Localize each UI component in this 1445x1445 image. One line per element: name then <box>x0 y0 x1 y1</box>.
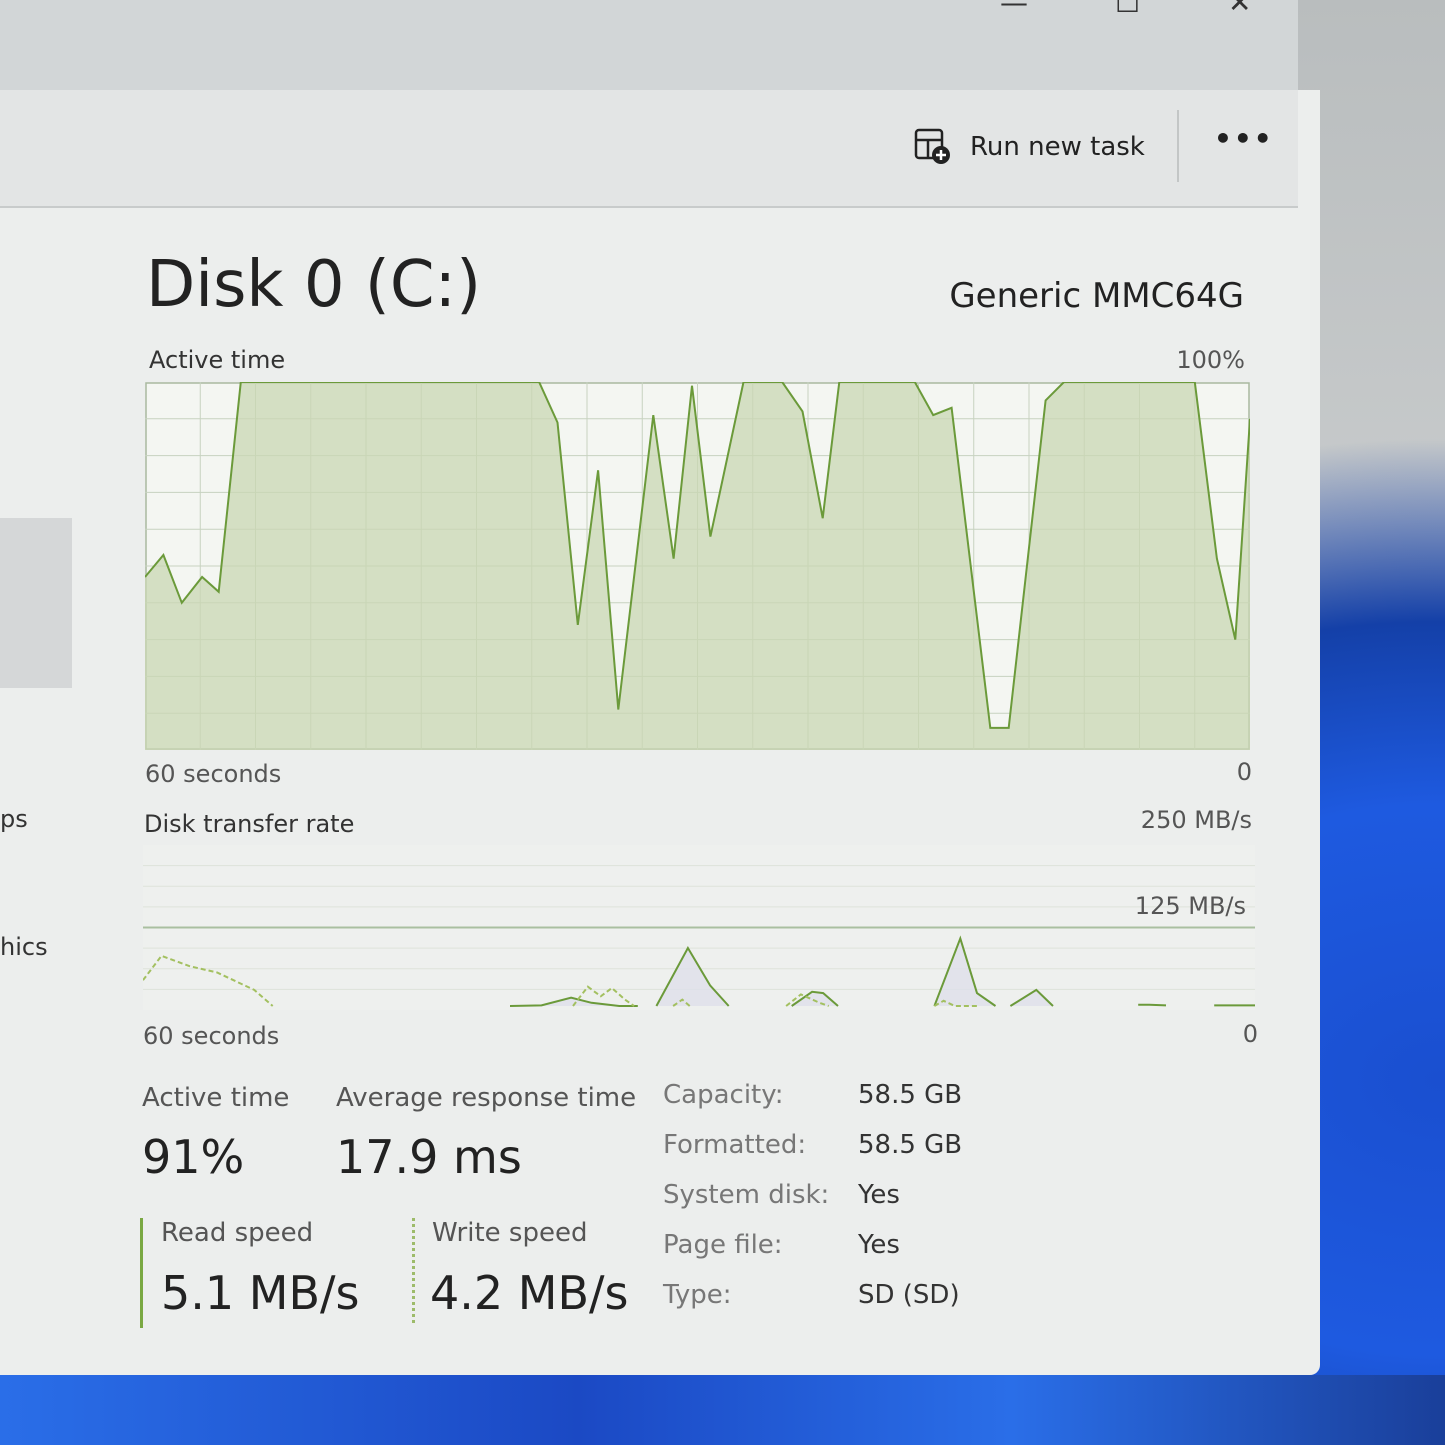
write-speed-line <box>672 998 691 1007</box>
read-speed-area <box>934 938 996 1006</box>
write-speed-label: Write speed <box>432 1218 588 1248</box>
write-speed-line <box>933 999 977 1007</box>
active-time-max-label: 100% <box>1176 346 1245 374</box>
wallpaper-bottom <box>0 1375 1445 1445</box>
toolbar: Run new task ••• <box>0 90 1298 208</box>
property-key: Formatted: <box>663 1130 807 1160</box>
more-options-button[interactable]: ••• <box>1214 122 1274 155</box>
sidebar-selected-item[interactable] <box>0 518 72 688</box>
write-speed-value: 4.2 MB/s <box>430 1266 629 1320</box>
property-value: 58.5 GB <box>858 1080 963 1110</box>
run-new-task-button[interactable]: Run new task <box>914 128 1145 166</box>
disk-model: Generic MMC64G <box>949 276 1244 316</box>
avg-response-value: 17.9 ms <box>336 1130 522 1184</box>
active-time-chart-title: Active time <box>149 346 286 374</box>
read-speed-line <box>1009 988 1054 1007</box>
active-time-area <box>145 382 1250 750</box>
transfer-rate-xmin-label: 60 seconds <box>143 1022 280 1050</box>
active-time-xmin-label: 60 seconds <box>145 760 282 788</box>
read-speed-area <box>656 948 729 1006</box>
read-speed-area <box>510 997 638 1006</box>
property-key: Page file: <box>663 1230 783 1260</box>
read-speed-line <box>655 945 730 1007</box>
write-speed-line <box>785 993 830 1007</box>
read-speed-line <box>1138 1003 1167 1007</box>
sidebar-item-partial[interactable]: ps <box>0 805 28 833</box>
read-speed-area <box>791 991 838 1006</box>
run-task-icon <box>914 128 950 164</box>
property-key: Capacity: <box>663 1080 784 1110</box>
read-speed-line <box>791 990 839 1007</box>
property-value: Yes <box>858 1230 900 1260</box>
read-speed-line <box>933 935 997 1007</box>
transfer-rate-chart <box>143 845 1255 1010</box>
toolbar-divider <box>1177 110 1179 182</box>
write-speed-line <box>572 985 635 1007</box>
active-time-stat-label: Active time <box>142 1083 290 1113</box>
transfer-rate-chart-title: Disk transfer rate <box>144 810 355 838</box>
sidebar-item-partial[interactable]: hics <box>0 933 48 961</box>
read-speed-legend-bar <box>140 1218 143 1328</box>
run-new-task-label: Run new task <box>970 132 1145 162</box>
task-manager-window: Run new task ••• ps hics Disk 0 (C:) Gen… <box>0 90 1320 1375</box>
transfer-rate-max-label: 250 MB/s <box>1140 806 1252 834</box>
close-button[interactable]: ✕ <box>1228 0 1252 19</box>
property-value: 58.5 GB <box>858 1130 963 1160</box>
page-title: Disk 0 (C:) <box>146 248 482 322</box>
read-speed-line <box>509 996 638 1007</box>
minimize-button[interactable]: — <box>1000 0 1028 19</box>
title-bar: — ☐ ✕ <box>0 0 1298 90</box>
read-speed-value: 5.1 MB/s <box>161 1266 360 1320</box>
write-speed-line <box>143 954 274 1007</box>
property-value: SD (SD) <box>858 1280 960 1310</box>
transfer-rate-xmax-label: 0 <box>1242 1020 1258 1048</box>
active-time-chart <box>145 382 1250 750</box>
read-speed-label: Read speed <box>161 1218 314 1248</box>
transfer-rate-mid-label: 125 MB/s <box>1134 892 1246 920</box>
property-key: Type: <box>663 1280 732 1310</box>
active-time-xmax-label: 0 <box>1236 758 1252 786</box>
avg-response-label: Average response time <box>336 1083 637 1113</box>
property-value: Yes <box>858 1180 900 1210</box>
maximize-button[interactable]: ☐ <box>1115 0 1141 19</box>
active-time-stat-value: 91% <box>142 1130 245 1184</box>
read-speed-area <box>1010 989 1053 1006</box>
write-speed-legend-bar <box>412 1218 415 1323</box>
property-key: System disk: <box>663 1180 830 1210</box>
